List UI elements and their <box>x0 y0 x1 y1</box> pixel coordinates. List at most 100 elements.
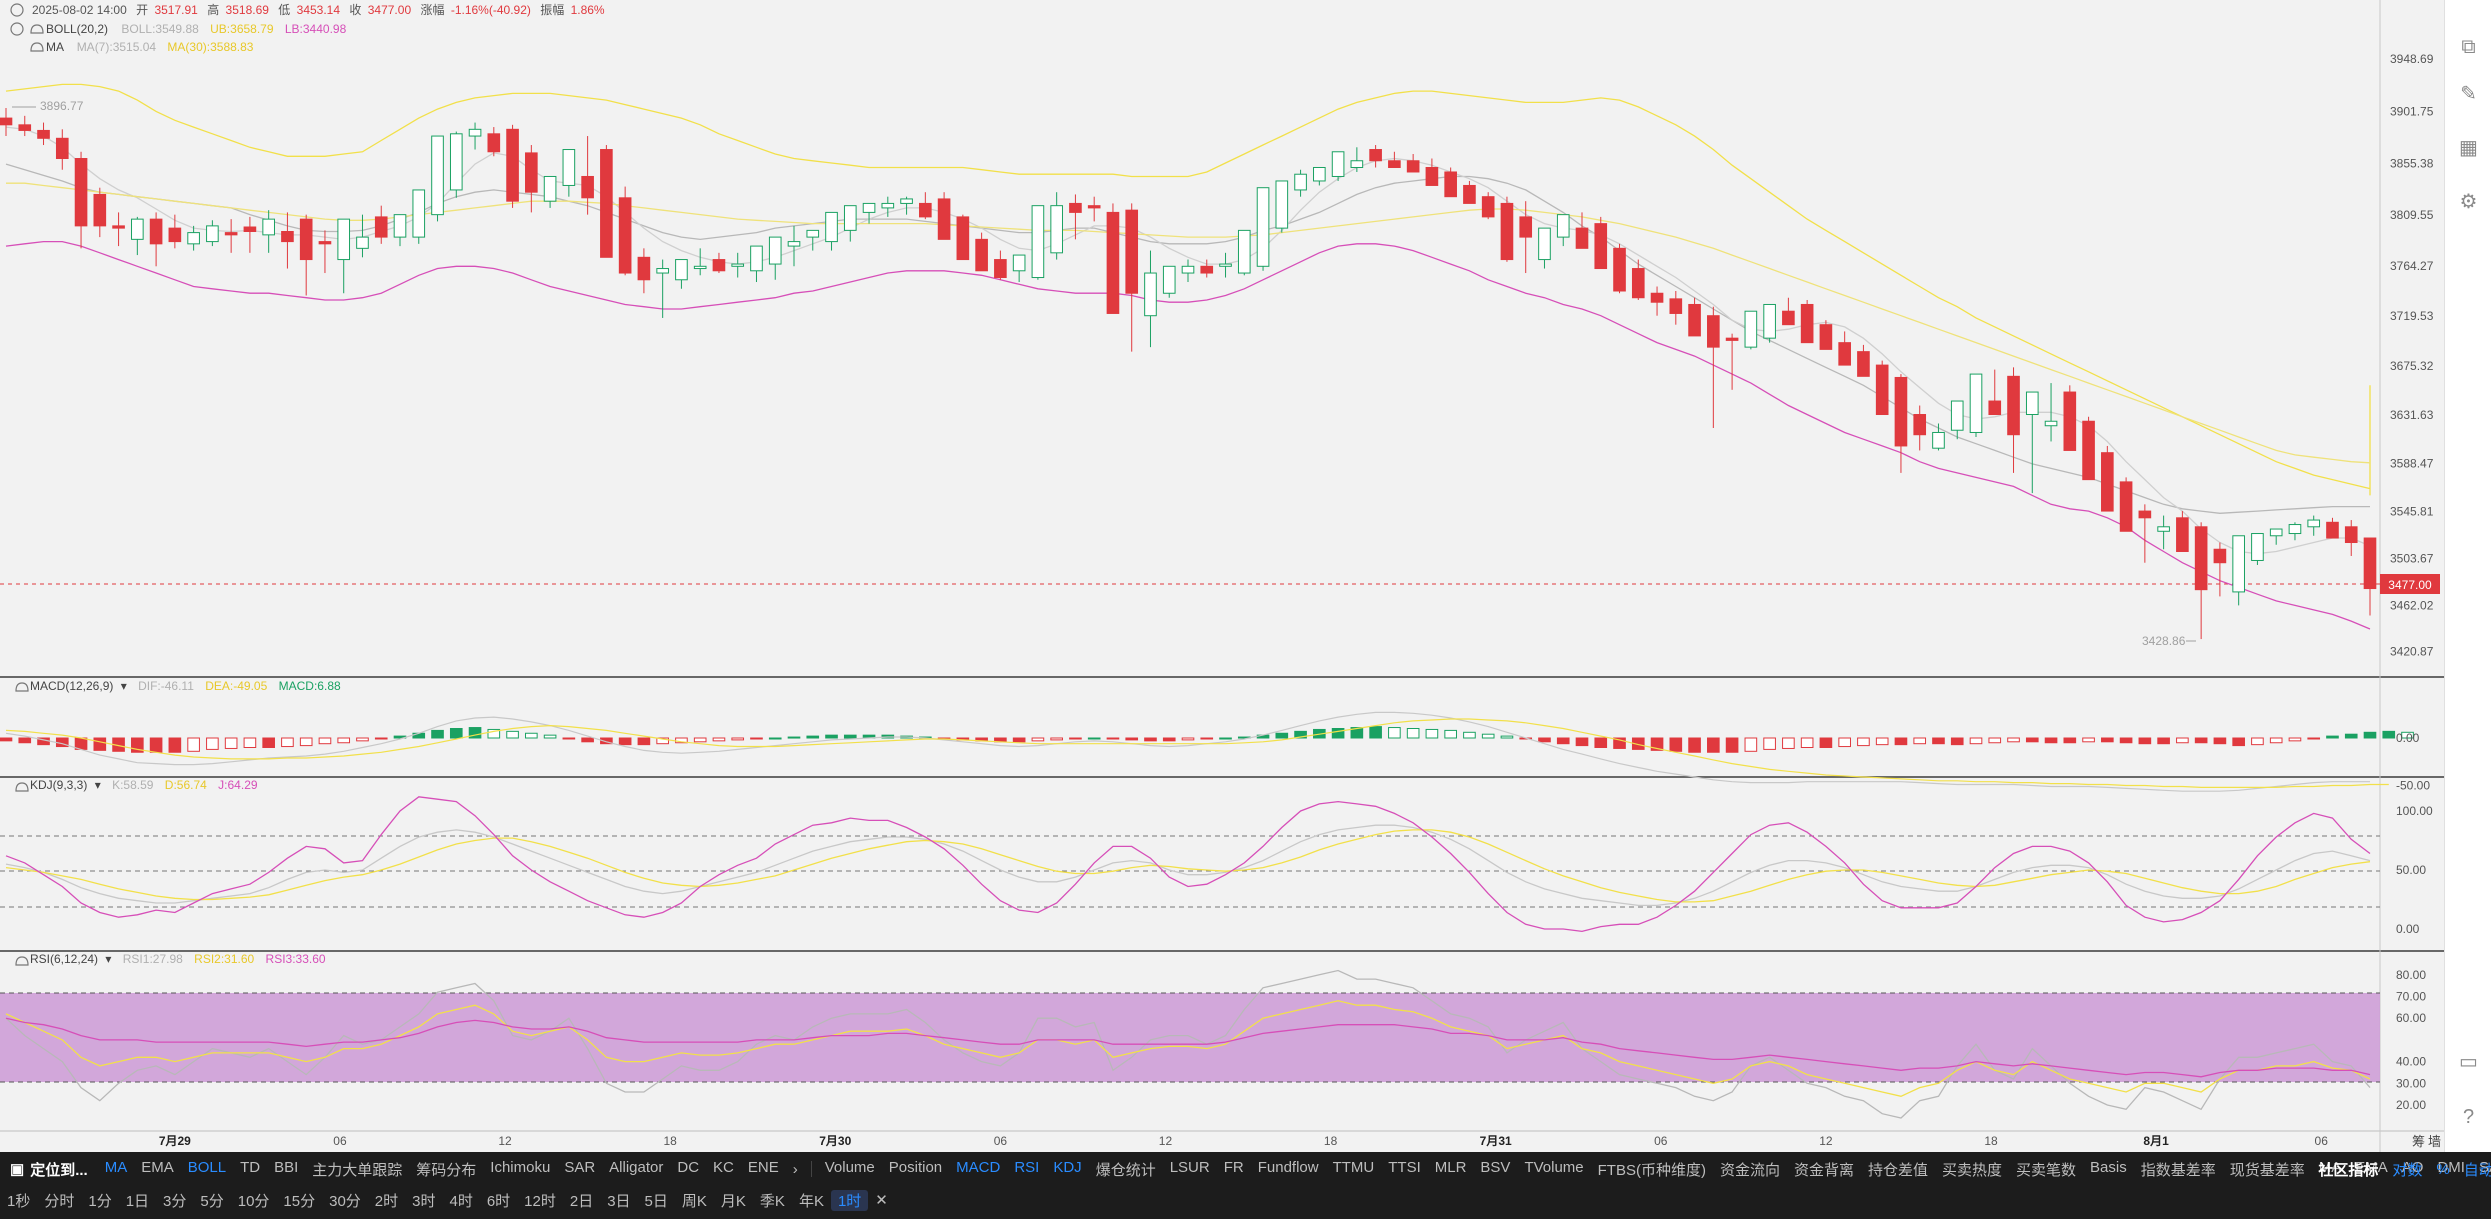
indicator-tab-main[interactable]: ENE <box>747 1158 779 1176</box>
indicator-tab-main[interactable]: KC <box>713 1158 734 1176</box>
interval-button[interactable]: 4时 <box>449 1192 473 1210</box>
indicator-tab-sub[interactable]: SAR <box>2478 1158 2491 1176</box>
kdj-pane[interactable] <box>5 796 2371 933</box>
indicator-tab-sub[interactable]: 指数基差率 <box>2140 1161 2216 1179</box>
bell-icon[interactable] <box>15 956 29 966</box>
indicator-icon[interactable]: ▦ <box>2459 136 2478 159</box>
indicator-tab-sub[interactable]: 持仓差值 <box>1868 1161 1929 1179</box>
main-price-pane[interactable] <box>0 83 2377 640</box>
interval-button[interactable]: 3分 <box>163 1192 187 1210</box>
indicator-tab-sub[interactable]: Basis <box>2090 1158 2127 1176</box>
indicator-tab-main[interactable]: MA <box>104 1158 128 1176</box>
indicator-tab-sub[interactable]: FTBS(币种维度) <box>1597 1161 1706 1179</box>
indicator-tab-main[interactable]: 主力大单跟踪 <box>312 1161 403 1179</box>
rsi-pane[interactable] <box>5 969 2371 1119</box>
copy-icon[interactable]: ⧉ <box>2461 35 2476 58</box>
indicator-tab-main[interactable]: SAR <box>564 1158 596 1176</box>
chevron-down-icon[interactable]: ▾ <box>95 778 101 792</box>
candle-body <box>806 229 820 238</box>
chart-canvas[interactable]: 3948.69 3901.75 3855.38 3809.55 3764.27 3719.… <box>0 0 2444 1152</box>
layout-icon[interactable]: ▭ <box>2459 1050 2478 1073</box>
bell-icon[interactable] <box>30 24 44 34</box>
interval-button[interactable]: 月K <box>720 1192 746 1210</box>
indicator-tab-sub[interactable]: BSV <box>1480 1158 1511 1176</box>
interval-button[interactable]: 2时 <box>374 1192 399 1210</box>
indicator-tab-sub[interactable]: TTSI <box>1388 1158 1421 1176</box>
collapse-icon[interactable] <box>10 3 24 17</box>
interval-button[interactable]: 1分 <box>88 1192 112 1210</box>
percent-scale-toggle[interactable]: % <box>2436 1160 2450 1178</box>
bell-icon[interactable] <box>30 42 44 52</box>
indicator-tab-sub[interactable]: KDJ <box>1053 1158 1082 1176</box>
indicator-tab-sub[interactable]: 买卖笔数 <box>2016 1161 2077 1179</box>
chevron-down-icon[interactable]: ▾ <box>105 952 111 966</box>
indicator-tab-sub[interactable]: MACD <box>956 1158 1001 1176</box>
settings-icon[interactable]: ⚙ <box>2459 190 2478 213</box>
community-indicators-button[interactable]: 社区指标 <box>2318 1161 2379 1179</box>
auto-scale-toggle[interactable]: 自动 <box>2463 1161 2491 1179</box>
chevron-right-icon[interactable]: › <box>792 1160 798 1178</box>
indicator-tab-sub[interactable]: MLR <box>1434 1158 1467 1176</box>
indicator-tab-sub[interactable]: TVolume <box>1524 1158 1584 1176</box>
interval-button[interactable]: 1秒 <box>7 1192 31 1210</box>
collapse-icon[interactable] <box>10 22 24 36</box>
interval-button[interactable]: 15分 <box>283 1192 316 1210</box>
interval-button[interactable]: 季K <box>759 1192 785 1210</box>
indicator-tab-sub[interactable]: Volume <box>824 1158 875 1176</box>
interval-button[interactable]: 3日 <box>607 1192 631 1210</box>
edit-icon[interactable]: ✎ <box>2460 82 2477 105</box>
indicator-tab-sub[interactable]: AO <box>2401 1158 2424 1176</box>
indicator-tab-sub[interactable]: 资金背离 <box>1793 1161 1854 1179</box>
indicator-tab-sub[interactable]: FR <box>1223 1158 1244 1176</box>
bell-icon[interactable] <box>15 682 29 692</box>
close-icon[interactable]: ✕ <box>875 1192 888 1209</box>
macd-pane[interactable] <box>0 711 2414 792</box>
locate-button[interactable]: ▣ 定位到... <box>0 1159 98 1180</box>
scale-toggle-a[interactable]: 筹 <box>2412 1134 2425 1149</box>
indicator-tab-main[interactable]: EMA <box>141 1158 174 1176</box>
indicator-tab-main[interactable]: Alligator <box>609 1158 664 1176</box>
price-tick-label: 3948.69 <box>2390 52 2434 66</box>
indicator-tab-sub[interactable]: 现货基差率 <box>2229 1161 2305 1179</box>
scale-toggle-b[interactable]: 墙 <box>2428 1134 2441 1149</box>
current-price-tag <box>2380 574 2440 594</box>
interval-button[interactable]: 10分 <box>237 1192 270 1210</box>
indicator-tab-main[interactable]: 筹码分布 <box>416 1161 477 1179</box>
indicator-tab-sub[interactable]: 买卖热度 <box>1942 1161 2003 1179</box>
indicator-tab-main[interactable]: Ichimoku <box>490 1158 551 1176</box>
indicator-tab-sub[interactable]: DMI <box>2437 1158 2465 1176</box>
indicator-tab-sub[interactable]: RSI <box>1014 1158 1040 1176</box>
indicator-tab-main[interactable]: BBI <box>274 1158 299 1176</box>
interval-button[interactable]: 2日 <box>569 1192 594 1210</box>
candle-body <box>1950 400 1964 431</box>
interval-button[interactable]: 5日 <box>644 1192 668 1210</box>
interval-button[interactable]: 1时 <box>830 1189 869 1211</box>
svg-text:KDJ(9,3,3) ▾ K: KDJ(9,3,3) ▾ K:58.59 D:56.74 J:64.29 <box>30 778 258 792</box>
interval-button[interactable]: 周K <box>681 1192 707 1210</box>
indicator-tab-main[interactable]: TD <box>240 1158 261 1176</box>
indicator-tab-sub[interactable]: Position <box>888 1158 943 1176</box>
indicator-tab-main[interactable]: BOLL <box>187 1158 227 1176</box>
interval-button[interactable]: 3时 <box>412 1192 436 1210</box>
log-scale-toggle[interactable]: 对数 <box>2392 1161 2423 1179</box>
indicator-tab-sub[interactable]: Fundflow <box>1257 1158 1319 1176</box>
indicator-tab-main[interactable]: DC <box>677 1158 700 1176</box>
candle-body <box>1162 265 1176 294</box>
indicator-tab-sub[interactable]: 资金流向 <box>1719 1161 1780 1179</box>
interval-button[interactable]: 年K <box>798 1192 824 1210</box>
interval-button[interactable]: 分时 <box>44 1192 75 1210</box>
indicator-tab-sub[interactable]: TTMU <box>1332 1158 1375 1176</box>
indicator-tab-sub[interactable]: LSUR <box>1169 1158 1210 1176</box>
interval-button[interactable]: 12时 <box>524 1192 556 1210</box>
indicator-tab-sub[interactable]: 爆仓统计 <box>1095 1161 1156 1179</box>
macd-bar <box>2044 737 2058 744</box>
help-icon[interactable]: ? <box>2462 1105 2475 1128</box>
indicator-tab-sub[interactable]: MA <box>2318 1158 2342 1176</box>
bell-icon[interactable] <box>15 782 29 792</box>
indicator-tab-sub[interactable]: EMA <box>2355 1158 2388 1176</box>
chevron-down-icon[interactable]: ▾ <box>121 679 127 693</box>
interval-button[interactable]: 1日 <box>125 1192 150 1210</box>
interval-button[interactable]: 5分 <box>200 1192 224 1210</box>
interval-button[interactable]: 30分 <box>329 1192 361 1210</box>
interval-button[interactable]: 6时 <box>486 1192 511 1210</box>
